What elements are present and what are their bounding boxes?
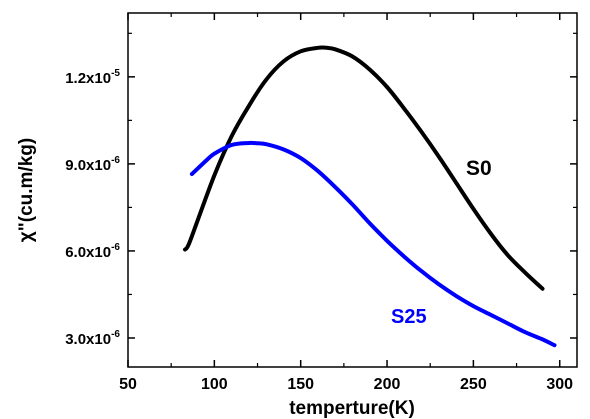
axis-ticks <box>127 13 577 367</box>
y-tick-labels: 3.0x10-6 6.0x10-6 9.0x10-6 1.2x10-5 <box>65 68 120 348</box>
series-label-s25: S25 <box>391 306 427 328</box>
y-axis-title: χ"(cu.m/kg) <box>16 138 37 242</box>
x-tick-label: 150 <box>287 376 314 393</box>
y-tick-label: 6.0x10-6 <box>65 242 120 261</box>
x-tick-label: 300 <box>546 376 573 393</box>
series-line-s25 <box>189 140 557 348</box>
x-axis-title: temperture(K) <box>289 398 415 419</box>
y-tick-label: 9.0x10-6 <box>65 155 120 174</box>
x-tick-labels: 50 100 150 200 250 300 <box>119 376 573 393</box>
x-tick-label: 50 <box>119 376 137 393</box>
y-tick-label: 1.2x10-5 <box>65 68 120 87</box>
x-tick-label: 100 <box>201 376 228 393</box>
x-tick-label: 200 <box>374 376 401 393</box>
series-group <box>183 45 557 348</box>
x-tick-label: 250 <box>460 376 487 393</box>
series-line-s0 <box>183 45 545 291</box>
series-label-s0: S0 <box>466 157 492 180</box>
y-tick-label: 3.0x10-6 <box>65 329 120 348</box>
plot-frame <box>127 12 578 368</box>
